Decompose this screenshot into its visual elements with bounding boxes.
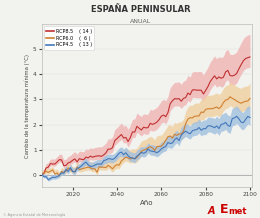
- Text: © Agencia Estatal de Meteorología: © Agencia Estatal de Meteorología: [3, 213, 65, 217]
- Text: E: E: [220, 203, 228, 216]
- Text: met: met: [228, 207, 247, 216]
- Text: ANUAL: ANUAL: [130, 19, 151, 24]
- X-axis label: Año: Año: [140, 200, 154, 206]
- Legend: RCP8.5    ( 14 ), RCP6.0    (  6 ), RCP4.5    ( 13 ): RCP8.5 ( 14 ), RCP6.0 ( 6 ), RCP4.5 ( 13…: [44, 26, 94, 50]
- Y-axis label: Cambio de la temperatura mínima (°C): Cambio de la temperatura mínima (°C): [25, 54, 30, 158]
- Text: A: A: [208, 206, 216, 216]
- Text: ESPAÑA PENINSULAR: ESPAÑA PENINSULAR: [90, 5, 190, 14]
